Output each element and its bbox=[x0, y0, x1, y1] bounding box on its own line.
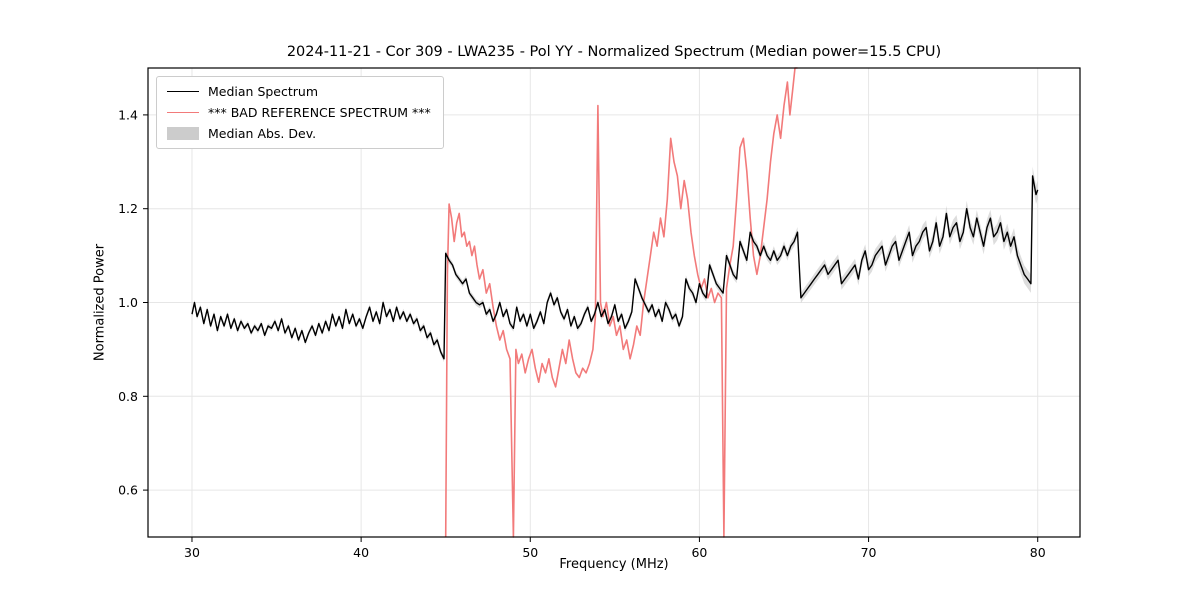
mad-patch-swatch bbox=[167, 127, 199, 140]
legend-entry-median: Median Spectrum bbox=[167, 84, 431, 99]
x-axis-label: Frequency (MHz) bbox=[559, 557, 669, 572]
median-spectrum-line bbox=[191, 175, 1039, 360]
x-tick-label: 70 bbox=[861, 545, 877, 560]
y-tick-label: 0.6 bbox=[118, 483, 138, 498]
legend-entry-mad: Median Abs. Dev. bbox=[167, 126, 431, 141]
legend-label-median: Median Spectrum bbox=[208, 84, 319, 99]
median-line-swatch bbox=[167, 91, 199, 92]
y-tick-label: 1.2 bbox=[118, 201, 138, 216]
x-tick-label: 40 bbox=[353, 545, 369, 560]
bad-reference-line-swatch bbox=[167, 112, 199, 113]
y-tick-label: 1.4 bbox=[118, 107, 138, 122]
legend-label-bad-reference: *** BAD REFERENCE SPECTRUM *** bbox=[208, 105, 431, 120]
legend: Median Spectrum *** BAD REFERENCE SPECTR… bbox=[156, 76, 444, 149]
mad-band bbox=[192, 166, 1038, 363]
legend-label-mad: Median Abs. Dev. bbox=[208, 126, 317, 141]
x-tick-label: 30 bbox=[184, 545, 200, 560]
y-tick-label: 0.8 bbox=[118, 389, 138, 404]
x-tick-label: 50 bbox=[522, 545, 538, 560]
legend-entry-bad-reference: *** BAD REFERENCE SPECTRUM *** bbox=[167, 105, 431, 120]
chart-title: 2024-11-21 - Cor 309 - LWA235 - Pol YY -… bbox=[286, 44, 942, 60]
y-tick-label: 1.0 bbox=[118, 295, 138, 310]
x-tick-label: 80 bbox=[1030, 545, 1046, 560]
x-tick-label: 60 bbox=[691, 545, 707, 560]
